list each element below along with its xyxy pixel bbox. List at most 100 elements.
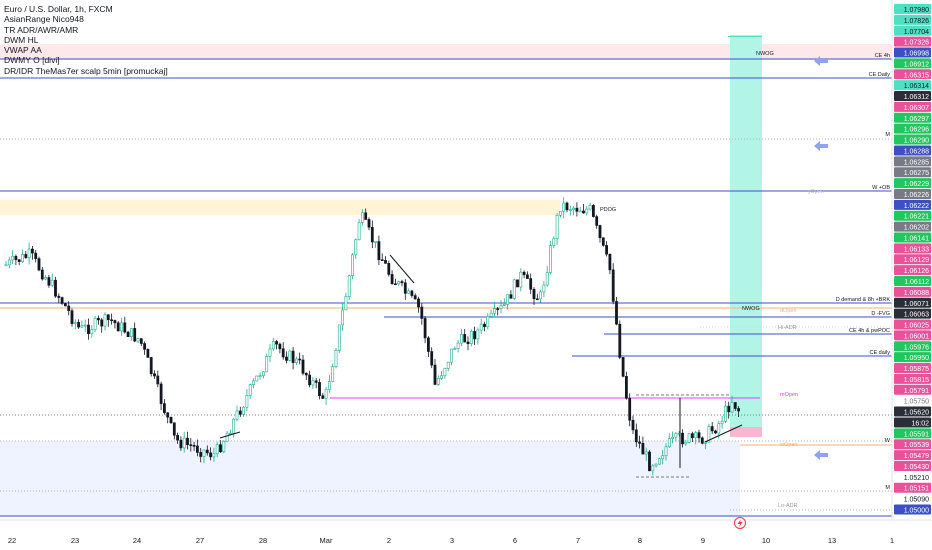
candle-body <box>717 423 721 434</box>
long-position-top-edge <box>728 36 762 37</box>
candle-body <box>601 237 605 246</box>
candle-body <box>466 341 470 345</box>
candle-body <box>288 350 292 361</box>
trendline-1[interactable] <box>389 254 415 284</box>
candle-body <box>502 303 506 306</box>
candle-body <box>344 296 348 311</box>
candle-body <box>30 248 34 254</box>
price-tag-label: 16:02 <box>911 420 929 427</box>
alert-arrow-icon[interactable] <box>814 450 828 460</box>
level-label: D -FVG <box>871 311 890 317</box>
price-tag <box>894 36 931 47</box>
candle-body <box>733 402 737 409</box>
time-tick-label: 22 <box>8 536 16 545</box>
alert-arrow-icon[interactable] <box>814 56 828 66</box>
trendline-3[interactable] <box>704 424 743 443</box>
price-tag <box>894 352 931 363</box>
indicator-dwmy-o[interactable]: DWMY O [divi] <box>4 55 60 66</box>
candle-body <box>525 274 529 279</box>
candle-body <box>591 205 595 217</box>
candle-body <box>410 290 414 296</box>
indicator-dr-idr[interactable]: DR/IDR TheMas7er scalp 5min [promuckaj] <box>4 65 168 76</box>
candle-body <box>47 277 51 286</box>
price-tag-label: 1.06315 <box>904 72 929 79</box>
trendline-2[interactable] <box>219 431 241 439</box>
price-tag <box>894 25 931 36</box>
candle-body <box>519 271 523 288</box>
price-tag <box>894 210 931 221</box>
candle-body <box>113 320 117 324</box>
candle-body <box>314 380 318 383</box>
price-tag <box>894 112 931 123</box>
candle-body <box>252 380 255 385</box>
indicator-dwm-hl[interactable]: DWM HL <box>4 34 39 45</box>
candle-body <box>489 312 493 317</box>
time-tick-label: 3 <box>450 536 454 545</box>
candle-body <box>17 259 21 263</box>
candle-body <box>492 308 496 314</box>
price-tag <box>894 14 931 25</box>
candle-body <box>64 303 67 307</box>
long-position-stop-zone[interactable] <box>730 427 762 437</box>
candle-body <box>40 269 44 280</box>
price-tag <box>894 47 931 58</box>
candle-body <box>360 212 364 223</box>
indicator-vwap[interactable]: VWAP AA <box>4 45 42 56</box>
candle-body <box>562 202 566 212</box>
candle-body <box>486 316 490 328</box>
candle-body <box>143 343 147 350</box>
candle-body <box>618 323 622 358</box>
candle-body <box>552 238 556 246</box>
price-tag-label: 1.06229 <box>904 181 929 188</box>
symbol-title[interactable]: Euro / U.S. Dollar, 1h, FXCM <box>4 4 113 14</box>
candle-body <box>572 207 576 210</box>
candle-body <box>80 325 84 328</box>
price-tag <box>894 319 931 330</box>
demand-zone <box>0 441 740 517</box>
candle-body <box>67 305 71 311</box>
candle-body <box>202 449 206 457</box>
long-position-profit-zone[interactable] <box>730 35 762 427</box>
candle-body <box>189 444 193 446</box>
candle-body <box>598 225 602 239</box>
price-tag <box>894 4 931 14</box>
candle-body <box>681 432 684 445</box>
candle-body <box>14 256 18 260</box>
candle-body <box>304 372 308 376</box>
alert-arrow-icon[interactable] <box>814 141 828 151</box>
price-tag-label: 1.06126 <box>904 268 929 275</box>
price-tag-label: 1.06025 <box>904 323 929 330</box>
level-label: M <box>885 485 890 491</box>
candle-body <box>120 322 123 332</box>
candle-body <box>377 241 381 261</box>
candle-body <box>285 356 288 361</box>
time-tick-label: 23 <box>71 536 79 545</box>
candle-body <box>568 209 572 211</box>
price-tag <box>894 232 931 243</box>
indicator-tr-adr[interactable]: TR ADR/AWR/AMR <box>4 24 79 35</box>
candle-body <box>103 314 107 327</box>
candle-body <box>337 324 341 351</box>
price-tag-label: 1.05090 <box>904 497 929 504</box>
candle-body <box>149 357 153 375</box>
candle-body <box>469 331 473 345</box>
candle-body <box>367 219 371 228</box>
candle-body <box>615 301 618 325</box>
candle-body <box>654 463 658 467</box>
open-label-year: yOpen <box>808 189 824 195</box>
candle-body <box>423 318 427 339</box>
candle-body <box>634 429 638 443</box>
candle-body <box>644 451 648 455</box>
candle-body <box>390 274 394 285</box>
price-tag-label: 1.05815 <box>904 377 929 384</box>
candle-body <box>443 368 447 377</box>
level-label: Hi-ADR <box>778 325 797 331</box>
level-label: D demand & 8h +BRK <box>836 297 891 303</box>
candle-body <box>331 366 335 382</box>
candle-body <box>238 410 242 415</box>
candle-body <box>321 395 325 399</box>
price-tag <box>894 145 931 156</box>
candle-body <box>707 426 711 443</box>
indicator-asianrange[interactable]: AsianRange Nico948 <box>4 14 84 25</box>
